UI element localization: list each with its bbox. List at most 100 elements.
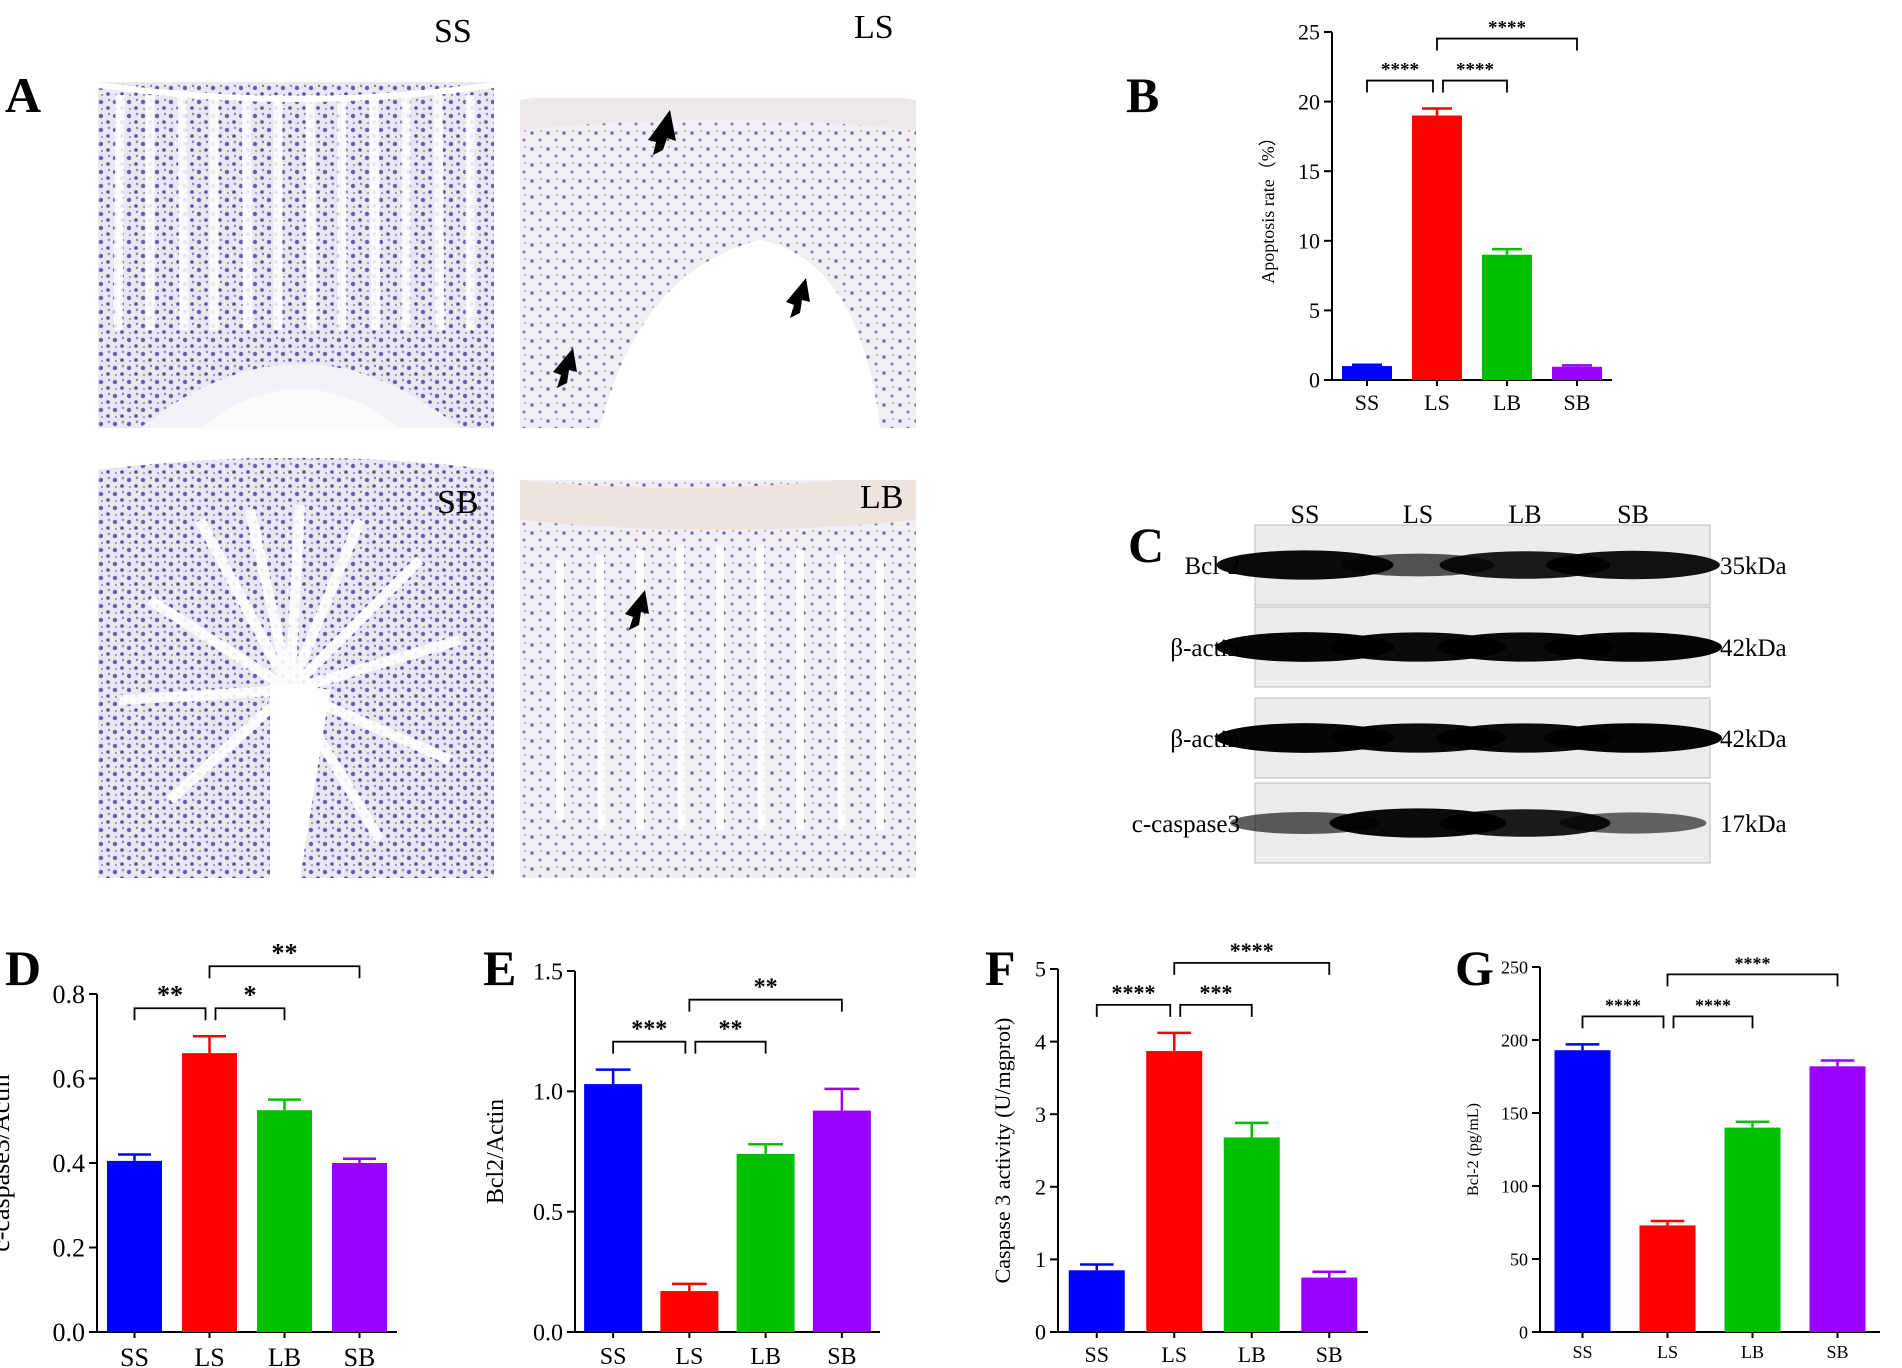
y-tick-label: 0.0 xyxy=(53,1318,86,1347)
panel-a: A SS xyxy=(5,0,916,878)
bar xyxy=(1068,1270,1125,1332)
bar xyxy=(1724,1127,1781,1332)
blot-lane-label: SB xyxy=(1617,500,1649,529)
bar xyxy=(1146,1051,1203,1332)
blot-band xyxy=(1216,550,1394,580)
y-tick-label: 0 xyxy=(1519,1322,1528,1342)
blot-lane-label: LS xyxy=(1403,500,1433,529)
y-tick-label: 10 xyxy=(1298,229,1320,254)
x-tick-label: SB xyxy=(827,1344,856,1368)
significance-label: * xyxy=(244,980,257,1009)
significance-bracket xyxy=(1581,1015,1665,1029)
blot-size-label: 35kDa xyxy=(1720,553,1787,580)
blot-lane-label: SS xyxy=(1291,500,1320,529)
y-tick-label: 100 xyxy=(1501,1176,1528,1196)
blot-size-label: 42kDa xyxy=(1720,635,1787,662)
significance-label: **** xyxy=(1112,980,1156,1005)
y-tick-label: 15 xyxy=(1298,159,1320,184)
y-tick-label: 0 xyxy=(1035,1320,1046,1345)
y-axis-label: Bcl-2 (pg/mL) xyxy=(1465,1103,1482,1196)
significance-bracket xyxy=(1442,79,1508,93)
x-tick-label: SB xyxy=(1564,390,1591,415)
y-tick-label: 25 xyxy=(1298,20,1320,45)
significance-label: *** xyxy=(1200,980,1233,1005)
y-tick-label: 4 xyxy=(1035,1029,1046,1054)
blot-size-label: 42kDa xyxy=(1720,726,1787,753)
significance-bracket xyxy=(1173,961,1331,975)
y-axis-label: c-caspase3/Actin xyxy=(0,1074,15,1252)
bar xyxy=(1552,366,1602,380)
panel-c-western-blot: C SS LS LB SB Bcl-2 35kDa β-actin 42kDa β-actin 4… xyxy=(1128,500,1787,864)
significance-label: ** xyxy=(272,938,298,967)
x-tick-label: SS xyxy=(1355,390,1379,415)
significance-bracket xyxy=(612,1040,687,1054)
x-tick-label: SS xyxy=(1085,1342,1109,1367)
chart-b: B 0 5 10 15 20 25 Apoptosis rate（%） SS LS LB SB ****… xyxy=(1126,18,1612,415)
blot-protein-label: β-actin xyxy=(1170,726,1240,753)
y-tick-label: 1.0 xyxy=(533,1080,563,1106)
blot-protein-label: c-caspase3 xyxy=(1132,811,1240,838)
bar xyxy=(736,1153,795,1332)
significance-label: **** xyxy=(1456,60,1494,81)
y-axis-label: Caspase 3 activity (U/mgprot) xyxy=(990,1018,1015,1284)
significance-label: ** xyxy=(719,1017,743,1043)
x-tick-label: LS xyxy=(194,1343,224,1368)
histology-label: LB xyxy=(860,479,903,516)
x-tick-label: LS xyxy=(675,1344,703,1368)
y-tick-label: 1.5 xyxy=(533,959,563,985)
significance-label: **** xyxy=(1488,18,1526,39)
significance-bracket xyxy=(688,998,843,1012)
significance-bracket xyxy=(1366,79,1434,93)
histology-image-sb: SB xyxy=(98,444,494,878)
bar xyxy=(1301,1277,1358,1332)
bar xyxy=(584,1084,643,1332)
x-tick-label: LB xyxy=(1238,1342,1266,1367)
x-tick-label: SS xyxy=(1572,1342,1592,1362)
histology-image-ls: LS xyxy=(520,0,916,428)
x-tick-label: LB xyxy=(1493,390,1521,415)
bar xyxy=(1809,1066,1866,1332)
y-axis-label: Apoptosis rate（%） xyxy=(1258,128,1278,283)
blot-band xyxy=(1543,723,1723,753)
histology-image-ss: SS xyxy=(98,0,494,428)
y-tick-label: 0.2 xyxy=(53,1234,86,1263)
x-tick-label: LS xyxy=(1424,390,1450,415)
x-tick-label: SB xyxy=(344,1343,376,1368)
y-tick-label: 1 xyxy=(1035,1247,1046,1272)
x-tick-label: SB xyxy=(1826,1342,1848,1362)
blot-size-label: 17kDa xyxy=(1720,811,1787,838)
arrow-icon xyxy=(625,590,649,630)
panel-a-letter: A xyxy=(5,67,41,123)
bar xyxy=(332,1163,387,1332)
bar xyxy=(812,1110,871,1332)
x-tick-label: LB xyxy=(750,1344,781,1368)
histology-image-lb: LB xyxy=(520,430,916,878)
significance-bracket xyxy=(1672,1015,1754,1029)
blot-band xyxy=(1439,809,1611,837)
x-tick-label: SB xyxy=(1316,1342,1343,1367)
bar xyxy=(1639,1225,1696,1332)
blot-protein-label: Bcl-2 xyxy=(1184,553,1240,580)
bar xyxy=(1223,1137,1280,1332)
bar xyxy=(182,1053,237,1332)
x-tick-label: LB xyxy=(1741,1342,1764,1362)
significance-label: **** xyxy=(1735,953,1771,973)
significance-label: **** xyxy=(1230,938,1274,963)
y-tick-label: 5 xyxy=(1309,298,1320,323)
y-tick-label: 5 xyxy=(1035,957,1046,982)
significance-bracket xyxy=(1436,37,1578,51)
significance-label: **** xyxy=(1695,995,1731,1015)
chart-g: G 0 50 100 150 200 250 Bcl-2 (pg/mL) SS LS LB SB ***… xyxy=(1455,940,1880,1362)
y-tick-label: 0.5 xyxy=(533,1200,563,1226)
y-tick-label: 150 xyxy=(1501,1103,1528,1123)
chart-f: F 0 1 2 3 4 5 Caspase 3 activity (U/mgprot) SS LS… xyxy=(985,938,1368,1367)
significance-bracket xyxy=(1095,1003,1172,1017)
bar xyxy=(1482,254,1532,380)
bar xyxy=(1554,1050,1611,1332)
y-tick-label: 0.8 xyxy=(53,980,86,1009)
bar xyxy=(107,1160,162,1332)
bar xyxy=(257,1110,312,1332)
y-tick-label: 0.4 xyxy=(53,1149,86,1178)
y-tick-label: 2 xyxy=(1035,1175,1046,1200)
bar xyxy=(660,1291,719,1332)
